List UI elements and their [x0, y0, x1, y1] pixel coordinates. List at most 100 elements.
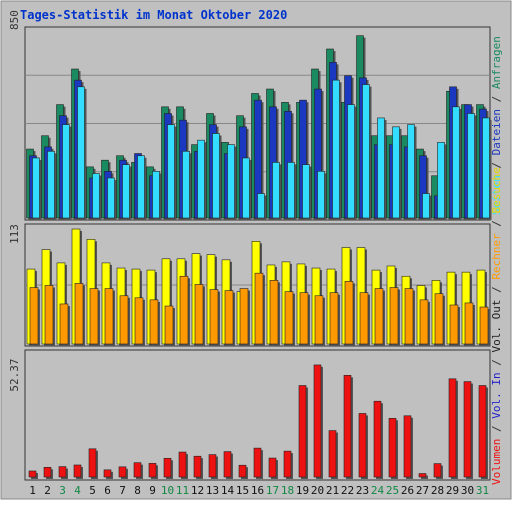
x-tick-label: 10 — [161, 484, 174, 497]
x-tick-label: 3 — [59, 484, 66, 497]
bar-volumen-day-27 — [418, 473, 427, 478]
bar-rechner-day-19 — [299, 292, 309, 345]
bar-rechner-day-20 — [314, 295, 324, 345]
bar-rechner-day-24 — [374, 288, 384, 345]
bar-seiten-day-20 — [317, 171, 325, 219]
x-tick-label: 11 — [176, 484, 189, 497]
bar-rechner-day-3 — [59, 303, 69, 345]
x-tick-label: 8 — [134, 484, 141, 497]
bar-seiten-day-17 — [272, 162, 280, 219]
bar-rechner-day-7 — [119, 295, 129, 345]
bar-seiten-day-27 — [422, 193, 430, 219]
legend-item-dateien: Dateien — [490, 109, 503, 155]
y-tick-bot: 52.37 — [8, 358, 21, 391]
bar-rechner-day-10 — [164, 305, 174, 345]
bar-volumen-day-5 — [88, 448, 97, 478]
x-tick-label: 20 — [311, 484, 324, 497]
bar-seiten-day-28 — [437, 142, 445, 219]
legend-separator: / — [490, 419, 503, 439]
bar-seiten-day-5 — [92, 173, 100, 219]
chart-title: Tages-Statistik im Monat Oktober 2020 — [20, 8, 287, 22]
x-tick-label: 21 — [326, 484, 339, 497]
x-tick-label: 22 — [341, 484, 354, 497]
bar-rechner-day-28 — [434, 293, 444, 345]
legend-item-volumen: Volumen — [490, 439, 503, 485]
bar-seiten-day-19 — [302, 164, 310, 219]
bar-rechner-day-4 — [74, 283, 84, 345]
legend-separator: / — [490, 155, 503, 175]
x-tick-label: 30 — [461, 484, 474, 497]
bar-seiten-day-11 — [182, 150, 190, 219]
bar-seiten-day-29 — [452, 106, 460, 219]
x-tick-label: 7 — [119, 484, 126, 497]
bar-rechner-day-26 — [404, 288, 414, 345]
bar-seiten-day-6 — [107, 177, 115, 219]
bar-rechner-day-11 — [179, 275, 189, 345]
bar-volumen-day-24 — [373, 400, 382, 478]
x-tick-label: 12 — [191, 484, 204, 497]
legend-item-rechner: Rechner — [490, 233, 503, 280]
y-tick-top: 850 — [8, 10, 21, 30]
x-tick-label: 17 — [266, 484, 279, 497]
x-tick-label: 19 — [296, 484, 309, 497]
x-tick-label: 25 — [386, 484, 399, 497]
x-tick-label: 6 — [104, 484, 111, 497]
bar-rechner-day-16 — [254, 272, 264, 345]
bar-seiten-day-31 — [482, 117, 490, 219]
bar-seiten-day-21 — [332, 79, 340, 219]
x-tick-label: 15 — [236, 484, 249, 497]
legend: Seiten / Dateien / Anfragen Volumen / Vol… — [490, 36, 503, 485]
x-tick-label: 9 — [149, 484, 156, 497]
legend-item-vol-out: Vol. Out — [490, 300, 503, 353]
legend-separator: / — [490, 353, 503, 373]
legend-top: Seiten / Dateien / Anfragen — [490, 36, 503, 215]
bar-rechner-day-15 — [239, 288, 249, 345]
bar-rechner-day-12 — [194, 284, 204, 345]
bar-volumen-day-2 — [43, 466, 52, 478]
bar-rechner-day-13 — [209, 289, 219, 345]
bar-volumen-day-12 — [193, 455, 202, 478]
bar-rechner-day-17 — [269, 280, 279, 345]
bar-volumen-day-20 — [313, 364, 322, 478]
bar-rechner-day-8 — [134, 297, 144, 345]
bar-volumen-day-25 — [388, 418, 397, 478]
x-tick-label: 1 — [29, 484, 36, 497]
bar-volumen-day-31 — [478, 385, 487, 478]
x-tick-label: 16 — [251, 484, 264, 497]
bar-seiten-day-18 — [287, 162, 295, 219]
bar-volumen-day-3 — [58, 466, 67, 478]
panel-volume — [24, 349, 491, 481]
bar-volumen-day-21 — [328, 430, 337, 478]
bar-rechner-day-23 — [359, 292, 369, 345]
bar-seiten-day-25 — [392, 126, 400, 219]
legend-separator: / — [490, 89, 503, 109]
bar-rechner-day-29 — [449, 304, 459, 345]
bar-seiten-day-14 — [227, 144, 235, 219]
x-tick-label: 28 — [431, 484, 444, 497]
bar-seiten-day-3 — [62, 124, 70, 219]
panel-requests — [24, 26, 492, 221]
bar-seiten-day-22 — [347, 104, 355, 219]
bar-rechner-day-31 — [479, 306, 489, 345]
x-tick-label: 31 — [476, 484, 489, 497]
bar-seiten-day-1 — [32, 157, 40, 219]
y-tick-mid: 113 — [8, 224, 21, 244]
bar-seiten-day-7 — [122, 164, 130, 219]
bar-rechner-day-1 — [29, 287, 39, 345]
bar-volumen-day-18 — [283, 450, 292, 478]
bar-volumen-day-14 — [223, 451, 232, 478]
bar-rechner-day-30 — [464, 302, 474, 345]
bar-seiten-day-4 — [77, 86, 85, 219]
bar-volumen-day-26 — [403, 415, 412, 478]
bar-volumen-day-10 — [163, 457, 172, 478]
bar-seiten-day-24 — [377, 117, 385, 219]
legend-item-anfragen: Anfragen — [490, 36, 503, 89]
bar-volumen-day-29 — [448, 378, 457, 478]
bar-volumen-day-17 — [268, 457, 277, 478]
bar-volumen-day-16 — [253, 447, 262, 478]
bar-volumen-day-7 — [118, 466, 127, 478]
bar-seiten-day-10 — [167, 124, 175, 219]
bar-seiten-day-2 — [47, 150, 55, 219]
x-tick-label: 2 — [44, 484, 51, 497]
